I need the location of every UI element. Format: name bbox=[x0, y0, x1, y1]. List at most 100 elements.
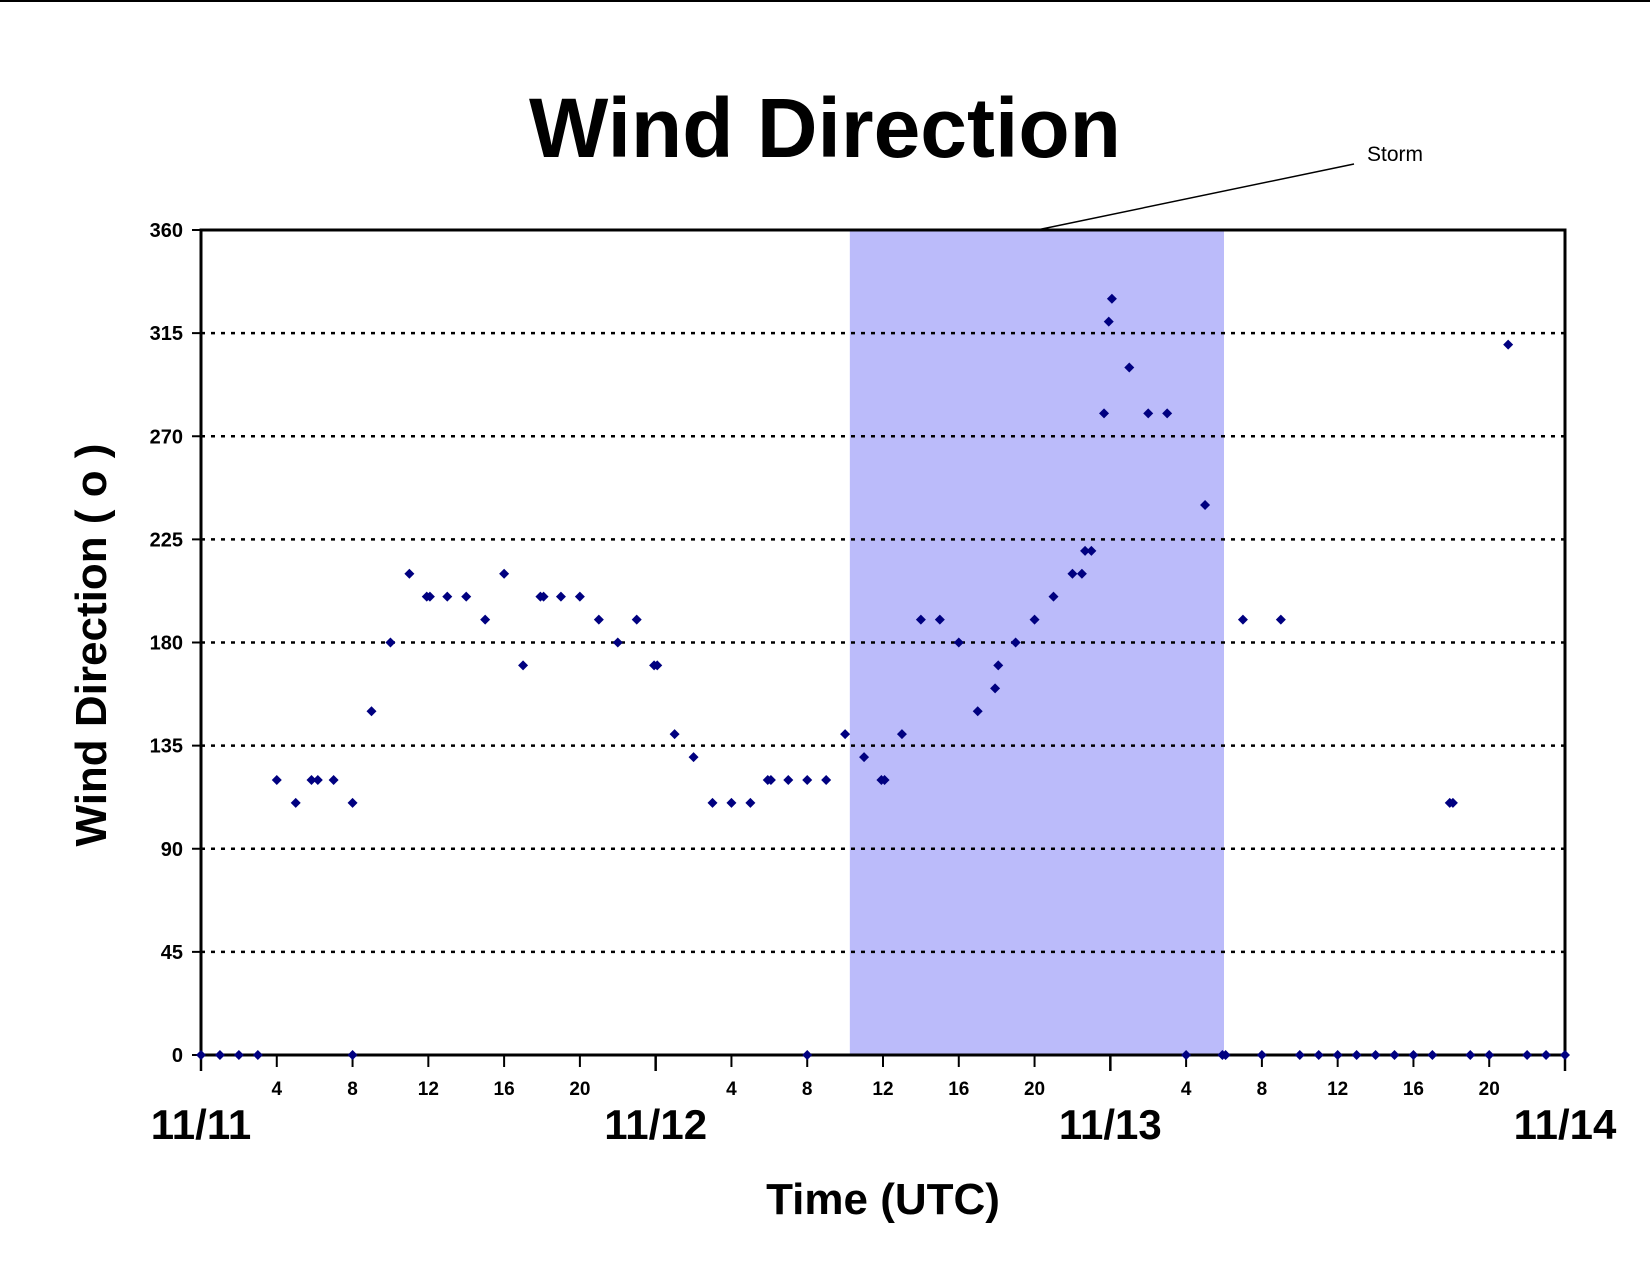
data-point bbox=[1099, 408, 1110, 419]
data-point bbox=[1106, 293, 1117, 304]
x-axis-ticks: 4 8 12 16 20 4 8 12 16 20 4 8 12 16 20 11/11 11/12 11/13 1… bbox=[151, 1055, 1617, 1148]
data-point bbox=[934, 614, 945, 625]
day-label-1: 11/12 bbox=[604, 1101, 707, 1148]
data-point bbox=[1370, 1050, 1381, 1060]
data-point bbox=[1067, 568, 1078, 579]
data-point bbox=[196, 1050, 206, 1060]
data-point bbox=[915, 614, 926, 625]
x-tick-label-14: 20 bbox=[1479, 1079, 1500, 1100]
day-label-0: 11/11 bbox=[151, 1101, 251, 1148]
data-point bbox=[726, 797, 737, 808]
storm-leader-line bbox=[1036, 163, 1355, 231]
data-point bbox=[1313, 1050, 1324, 1060]
y-tick-label-180: 180 bbox=[150, 633, 183, 655]
data-point bbox=[538, 591, 549, 602]
data-points bbox=[196, 293, 1570, 1060]
storm-annotation: Storm bbox=[1036, 143, 1423, 231]
data-point bbox=[1124, 362, 1135, 373]
data-point bbox=[385, 637, 396, 648]
y-tick-label-90: 90 bbox=[161, 839, 183, 861]
day-label-3: 11/14 bbox=[1514, 1101, 1617, 1148]
data-point bbox=[366, 706, 377, 717]
data-point bbox=[1503, 339, 1514, 350]
plot-background bbox=[849, 230, 1224, 1055]
data-point bbox=[574, 591, 585, 602]
data-point bbox=[1541, 1050, 1552, 1060]
x-tick-label-4: 20 bbox=[569, 1079, 590, 1100]
data-point bbox=[1200, 500, 1211, 510]
data-point bbox=[1332, 1050, 1343, 1060]
data-point bbox=[859, 752, 870, 763]
data-point bbox=[1237, 614, 1248, 625]
x-tick-label-10: 4 bbox=[1181, 1079, 1192, 1100]
data-point bbox=[783, 775, 794, 785]
y-tick-label-45: 45 bbox=[161, 942, 183, 964]
x-tick-label-12: 12 bbox=[1327, 1079, 1348, 1100]
data-point bbox=[306, 775, 317, 785]
data-point bbox=[1080, 545, 1091, 556]
data-point bbox=[631, 614, 642, 625]
data-point bbox=[1256, 1050, 1267, 1060]
data-point bbox=[593, 614, 604, 625]
y-tick-label-315: 315 bbox=[150, 323, 183, 345]
data-point bbox=[1427, 1050, 1438, 1060]
data-point bbox=[1181, 1050, 1192, 1060]
data-point bbox=[1484, 1050, 1495, 1060]
data-point bbox=[953, 637, 964, 648]
data-point bbox=[1447, 797, 1458, 808]
x-tick-label-11: 8 bbox=[1257, 1079, 1268, 1100]
data-point bbox=[442, 591, 453, 602]
data-point bbox=[993, 660, 1004, 671]
x-tick-label-6: 8 bbox=[802, 1079, 813, 1100]
storm-shaded-region bbox=[849, 230, 1224, 1055]
day-label-2: 11/13 bbox=[1059, 1101, 1162, 1148]
gridlines bbox=[201, 331, 1565, 954]
data-point bbox=[1351, 1050, 1362, 1060]
y-tick-label-225: 225 bbox=[150, 529, 183, 551]
data-point bbox=[499, 568, 510, 579]
data-point bbox=[669, 729, 680, 740]
chart-title: Wind Direction bbox=[529, 81, 1121, 175]
data-point bbox=[1162, 408, 1173, 419]
x-tick-label-0: 4 bbox=[271, 1079, 282, 1100]
data-point bbox=[271, 775, 282, 785]
data-point bbox=[896, 729, 907, 740]
data-point bbox=[802, 1050, 813, 1060]
data-point bbox=[707, 797, 718, 808]
data-point bbox=[252, 1050, 263, 1060]
data-point bbox=[1389, 1050, 1400, 1060]
x-tick-label-8: 16 bbox=[948, 1079, 969, 1100]
data-point bbox=[1465, 1050, 1476, 1060]
data-point bbox=[745, 797, 756, 808]
data-point bbox=[1010, 637, 1021, 648]
data-point bbox=[688, 752, 699, 763]
x-tick-label-7: 12 bbox=[872, 1079, 893, 1100]
data-point bbox=[1294, 1050, 1305, 1060]
data-point bbox=[1076, 568, 1087, 579]
x-tick-label-13: 16 bbox=[1403, 1079, 1424, 1100]
data-point bbox=[480, 614, 491, 625]
data-point bbox=[214, 1050, 225, 1060]
data-point bbox=[1143, 408, 1154, 419]
data-point bbox=[990, 683, 1001, 694]
x-tick-label-2: 12 bbox=[418, 1079, 439, 1100]
data-point bbox=[612, 637, 623, 648]
data-point bbox=[518, 660, 529, 671]
y-axis-title: Wind Direction ( o ) bbox=[67, 444, 116, 847]
y-tick-label-360: 360 bbox=[150, 220, 183, 242]
data-point bbox=[840, 729, 851, 740]
x-tick-label-3: 16 bbox=[494, 1079, 515, 1100]
data-point bbox=[328, 775, 339, 785]
data-point bbox=[1103, 316, 1114, 327]
data-point bbox=[879, 775, 890, 785]
y-tick-label-0: 0 bbox=[172, 1045, 183, 1067]
y-tick-label-135: 135 bbox=[150, 736, 183, 758]
x-axis-title: Time (UTC) bbox=[766, 1175, 1000, 1224]
data-point bbox=[347, 1050, 358, 1060]
data-point bbox=[1408, 1050, 1419, 1060]
y-tick-label-270: 270 bbox=[150, 426, 183, 448]
data-point bbox=[1275, 614, 1286, 625]
data-point bbox=[1086, 545, 1097, 556]
data-point bbox=[1560, 1050, 1570, 1060]
